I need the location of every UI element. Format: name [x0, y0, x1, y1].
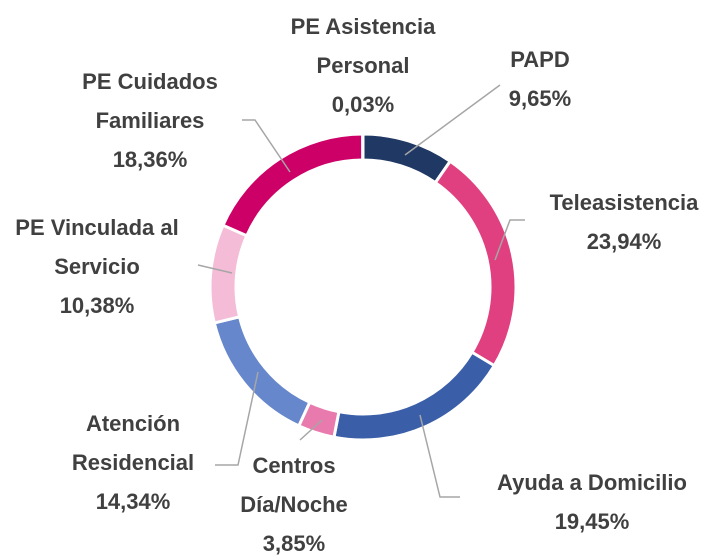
value-label: 18,36% [112, 147, 188, 172]
category-name: PE Cuidados Familiares [82, 69, 218, 133]
slice [208, 223, 249, 325]
slice [221, 132, 365, 238]
category-name: PE Vinculada al Servicio [15, 215, 179, 279]
category-name: Centros Día/Noche [240, 453, 348, 517]
slice-label: PAPD 9,65% [480, 40, 600, 118]
slice-label: Ayuda a Domicilio 19,45% [442, 463, 718, 541]
slice-label: Atención Residencial 14,34% [53, 404, 213, 521]
leader-line [494, 219, 525, 261]
leader-line [215, 371, 259, 466]
leader-line [197, 264, 233, 274]
slice-label: PE Cuidados Familiares 18,36% [65, 62, 235, 179]
slice [361, 132, 453, 185]
value-label: 14,34% [95, 489, 171, 514]
value-label: 23,94% [586, 229, 662, 254]
leader-line [404, 84, 501, 156]
slice [433, 159, 518, 368]
value-label: 9,65% [508, 86, 572, 111]
slice-label: PE Vinculada al Servicio 10,38% [12, 208, 182, 325]
leader-line [242, 119, 291, 173]
category-name: PAPD [510, 47, 570, 72]
slice-label: PE Asistencia Personal 0,03% [273, 7, 453, 124]
value-label: 10,38% [59, 293, 135, 318]
value-label: 3,85% [262, 531, 326, 556]
category-name: Ayuda a Domicilio [497, 470, 687, 495]
leader-line [419, 414, 460, 498]
value-label: 19,45% [554, 509, 630, 534]
slice [212, 314, 312, 428]
slice [332, 350, 497, 442]
category-name: PE Asistencia Personal [290, 14, 436, 78]
slice-label: Teleasistencia 23,94% [524, 183, 718, 261]
leader-line [299, 419, 323, 441]
category-name: Teleasistencia [549, 190, 699, 215]
slice-label: Centros Día/Noche 3,85% [219, 446, 369, 557]
value-label: 0,03% [331, 92, 395, 117]
category-name: Atención Residencial [71, 411, 195, 475]
